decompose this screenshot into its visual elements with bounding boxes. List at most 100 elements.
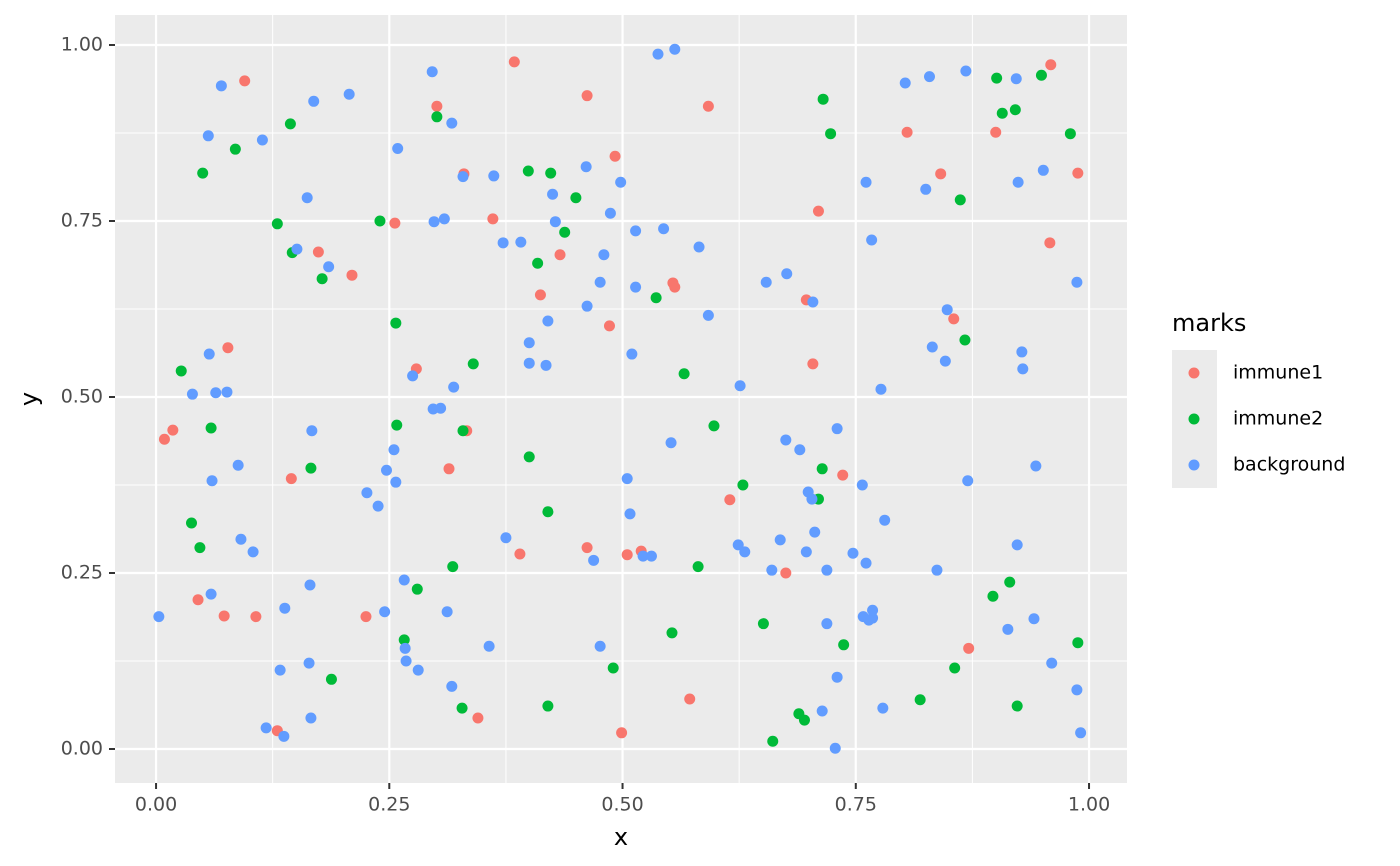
point [879, 514, 891, 526]
point [305, 712, 317, 724]
point [962, 475, 974, 487]
point [637, 550, 649, 562]
y-axis-title: y [15, 392, 43, 406]
point [312, 246, 324, 258]
axes: 0.00 0.25 0.50 0.75 1.00 0.00 0.25 0.50 0.75 1.00 [61, 33, 1110, 815]
point [1010, 73, 1022, 85]
point [379, 606, 391, 618]
grid [115, 15, 1127, 783]
y-tick-label: 0.75 [61, 209, 103, 231]
x-tick-label: 0.25 [368, 794, 410, 816]
legend-key [1188, 367, 1200, 379]
point [523, 451, 535, 463]
point [766, 564, 778, 576]
panel [115, 15, 1127, 783]
point [807, 296, 819, 308]
point [630, 281, 642, 293]
point [542, 700, 554, 712]
point [987, 590, 999, 602]
point [1011, 700, 1023, 712]
point [239, 75, 251, 87]
point [446, 680, 458, 692]
point [222, 342, 234, 354]
point [456, 702, 468, 714]
legend-key [1188, 413, 1200, 425]
point [523, 337, 535, 349]
point [856, 479, 868, 491]
point [215, 80, 227, 92]
x-tick-label: 0.75 [835, 794, 877, 816]
point [708, 420, 720, 432]
point [732, 539, 744, 551]
point [821, 618, 833, 630]
point [609, 150, 621, 162]
point [153, 611, 165, 623]
point [431, 100, 443, 112]
point [598, 249, 610, 261]
point [438, 213, 450, 225]
point [812, 205, 824, 217]
point [308, 95, 320, 107]
point [570, 192, 582, 204]
point [941, 304, 953, 316]
point [875, 383, 887, 395]
x-tick-label: 0.00 [135, 794, 177, 816]
y-tick-label: 1.00 [61, 33, 103, 55]
point [346, 269, 358, 281]
point [774, 534, 786, 546]
point [757, 618, 769, 630]
point [949, 662, 961, 674]
point [205, 588, 217, 600]
legend-label: immune1 [1233, 362, 1323, 384]
point [508, 56, 520, 68]
point [1045, 59, 1057, 71]
point [669, 43, 681, 55]
point [954, 194, 966, 206]
legend-label: immune2 [1233, 408, 1323, 430]
y-tick-label: 0.50 [61, 385, 103, 407]
point [390, 476, 402, 488]
point [431, 111, 443, 123]
point [996, 107, 1008, 119]
point [202, 130, 214, 142]
point [624, 508, 636, 520]
point [390, 317, 402, 329]
point [665, 437, 677, 449]
point [457, 171, 469, 183]
point [692, 561, 704, 573]
point [669, 281, 681, 293]
point [724, 494, 736, 506]
point [467, 358, 479, 370]
point [920, 183, 932, 195]
point [399, 642, 411, 654]
point [250, 611, 262, 623]
point [441, 606, 453, 618]
point [837, 469, 849, 481]
point [877, 702, 889, 714]
point [158, 433, 170, 445]
point [1071, 684, 1083, 696]
point [301, 192, 313, 204]
point [666, 627, 678, 639]
y-tick-label: 0.25 [61, 561, 103, 583]
point [457, 425, 469, 437]
point [285, 473, 297, 485]
point [549, 216, 561, 228]
point [306, 425, 318, 437]
point [838, 639, 850, 651]
point [901, 126, 913, 138]
point [806, 493, 818, 505]
point [604, 207, 616, 219]
point [472, 712, 484, 724]
point [1028, 613, 1040, 625]
point [186, 388, 198, 400]
point [816, 463, 828, 475]
legend: marks immune1 immune2 background [1172, 309, 1345, 488]
point [389, 217, 401, 229]
point [412, 664, 424, 676]
point [392, 142, 404, 154]
point [443, 463, 455, 475]
point [411, 583, 423, 595]
point [580, 161, 592, 173]
point [218, 610, 230, 622]
